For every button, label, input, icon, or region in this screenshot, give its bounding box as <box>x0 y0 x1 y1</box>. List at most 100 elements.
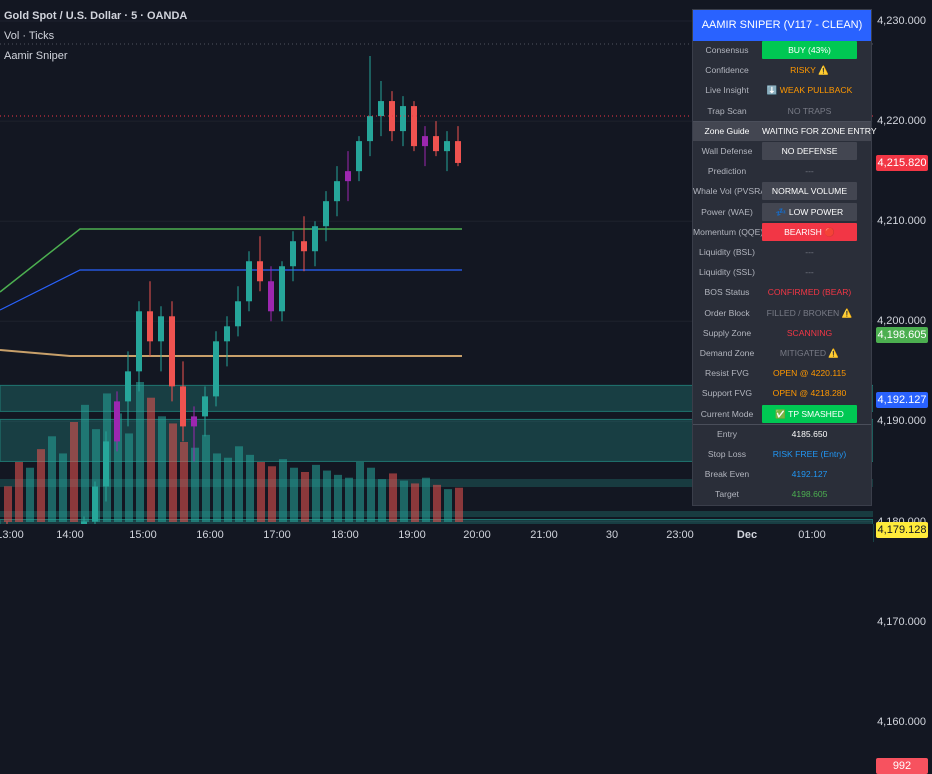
candle-body <box>400 106 406 132</box>
price-tag: 4,215.820 <box>876 154 928 171</box>
dashboard-row-label: Consensus <box>705 45 749 55</box>
volume-bar <box>202 434 210 522</box>
dashboard-row-value: 💤 LOW POWER <box>762 202 857 221</box>
y-tick-label: 4,230.000 <box>877 15 926 27</box>
candle-body <box>92 486 98 522</box>
dashboard-row-label: Zone Guide <box>704 125 750 136</box>
dashboard-row-label: Prediction <box>707 166 747 177</box>
dashboard-row-value: OPEN @ 4220.115 <box>772 368 847 379</box>
volume-bar <box>312 464 320 522</box>
candle-body <box>169 316 175 387</box>
volume-bar <box>279 459 287 522</box>
trend-line-blue <box>0 269 462 311</box>
trend-line-tan <box>0 349 462 357</box>
candle-body <box>180 386 186 427</box>
price-tag: 992 <box>876 757 928 774</box>
dashboard-row: Zone Guide WAITING FOR ZONE ENTRY <box>693 121 877 141</box>
dashboard-row-value: FILLED / BROKEN ⚠️ <box>766 307 853 318</box>
dashboard-row-value: ✅ TP SMASHED <box>762 404 857 423</box>
dashboard-row-label: Support FVG <box>701 388 753 399</box>
x-tick-label: 16:00 <box>196 529 224 541</box>
dashboard-row: Prediction --- <box>693 162 871 181</box>
dashboard-row-value: RISK FREE (Entry) <box>772 449 847 459</box>
volume-bar <box>15 462 23 522</box>
x-tick-label: 18:00 <box>331 529 359 541</box>
dashboard-row-value: --- <box>805 166 814 177</box>
volume-legend[interactable]: Vol · Ticks <box>4 30 55 42</box>
candle-body <box>334 181 340 202</box>
dashboard-row-label: Power (WAE) <box>701 206 753 217</box>
volume-bar <box>422 477 430 522</box>
dashboard-row-value: NO TRAPS <box>787 105 832 116</box>
dashboard-row: Demand Zone MITIGATED ⚠️ <box>693 344 871 363</box>
volume-bar <box>213 453 221 522</box>
candle-body <box>356 141 362 172</box>
candle-body <box>147 311 153 342</box>
volume-bar <box>378 479 386 522</box>
volume-bar <box>268 466 276 522</box>
candle-body <box>367 116 373 142</box>
candle-body <box>433 136 439 152</box>
dashboard-row-value: 4185.650 <box>791 428 828 439</box>
volume-bar <box>125 433 133 522</box>
indicator-legend[interactable]: Aamir Sniper <box>4 50 68 62</box>
dashboard-row-label: Target <box>715 489 739 500</box>
volume-bar <box>257 462 265 522</box>
chart-legend: Gold Spot / U.S. Dollar · 5 · OANDA Vol … <box>4 6 187 66</box>
dashboard-row: Trap Scan NO TRAPS <box>693 102 871 121</box>
x-tick-label: 20:00 <box>463 529 491 541</box>
volume-bar <box>334 474 342 522</box>
y-tick-label: 4,190.000 <box>877 415 926 428</box>
y-tick-label: 4,210.000 <box>877 215 926 228</box>
candle-body <box>224 326 230 342</box>
volume-bar <box>345 477 353 522</box>
x-tick-label: 14:00 <box>56 529 84 541</box>
candle-body <box>323 201 329 227</box>
volume-bar <box>114 413 122 522</box>
volume-bar <box>455 487 463 522</box>
candle-body <box>345 171 351 182</box>
price-tag: 4,198.605 <box>876 327 928 344</box>
dashboard-row-label: Current Mode <box>700 408 754 419</box>
volume-bar <box>26 467 34 522</box>
dashboard-row-label: Break Even <box>704 469 750 480</box>
candle-body <box>268 281 274 312</box>
dashboard-row: Momentum (QQE) BEARISH 🔴 <box>693 222 871 242</box>
time-scale[interactable] <box>0 524 873 550</box>
volume-bar <box>433 484 441 522</box>
candle-body <box>378 101 384 117</box>
candle-body <box>444 141 450 152</box>
candle-body <box>114 401 120 442</box>
volume-bar <box>356 462 364 522</box>
dashboard-row-value: CONFIRMED (BEAR) <box>767 287 852 298</box>
dashboard-row: Whale Vol (PVSRA) NORMAL VOLUME <box>693 182 871 201</box>
dashboard-row-value: 4192.127 <box>791 469 828 480</box>
candle-body <box>411 106 417 147</box>
candle-body <box>290 241 296 267</box>
dashboard-row-value: BUY (43%) <box>762 41 857 59</box>
volume-bar <box>37 449 45 522</box>
y-tick-label: 4,160.000 <box>877 715 926 728</box>
candle-body <box>279 266 285 312</box>
sniper-dashboard: AAMIR SNIPER (V117 - CLEAN) Consensus BUY… <box>692 9 877 506</box>
dashboard-row-value: MITIGATED ⚠️ <box>779 348 840 358</box>
volume-bar <box>224 457 232 522</box>
price-scale[interactable] <box>873 0 932 524</box>
symbol-title[interactable]: Gold Spot / U.S. Dollar · 5 · OANDA <box>4 10 188 22</box>
dashboard-title: AAMIR SNIPER (V117 - CLEAN) <box>693 10 871 41</box>
dashboard-row-label: Demand Zone <box>699 348 755 358</box>
dashboard-row-label: BOS Status <box>704 287 750 298</box>
candle-body <box>312 226 318 252</box>
x-tick-label: 19:00 <box>398 529 426 541</box>
dashboard-row-label: Momentum (QQE) <box>693 226 764 237</box>
dashboard-row: Order Block FILLED / BROKEN ⚠️ <box>693 304 871 323</box>
volume-bar <box>444 489 452 522</box>
dashboard-row: Wall Defense NO DEFENSE <box>693 142 871 161</box>
dashboard-row: Liquidity (BSL) --- <box>693 243 871 262</box>
dashboard-row: Break Even 4192.127 <box>693 465 871 484</box>
dashboard-row: Target 4198.605 <box>693 485 871 504</box>
dashboard-row: Confidence RISKY ⚠️ <box>693 61 871 80</box>
zone-box <box>0 479 873 487</box>
dashboard-row-label: Confidence <box>705 65 749 76</box>
volume-bar <box>70 422 78 522</box>
